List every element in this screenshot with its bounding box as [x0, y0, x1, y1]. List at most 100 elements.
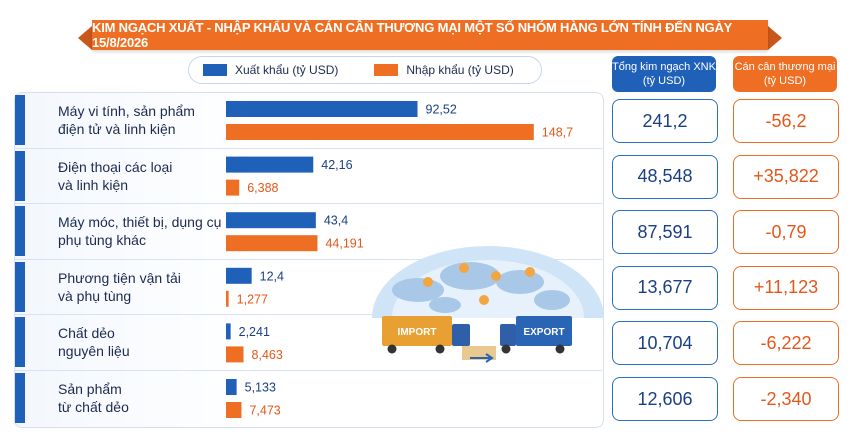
location-pin-icon [479, 295, 489, 305]
import-bar [226, 235, 318, 252]
category-label-line: Máy móc, thiết bị, dụng cụ [58, 214, 222, 231]
row-accent [15, 317, 25, 368]
export-truck-icon [516, 316, 572, 346]
import-data-label: 148,7 [542, 126, 573, 140]
continent-shape [534, 290, 570, 310]
trade-balance-value: +35,822 [733, 154, 839, 199]
import-bar [226, 290, 229, 307]
banner-ribbon-right [768, 26, 782, 50]
legend: Xuất khẩu (tỷ USD) Nhập khẩu (tỷ USD) [188, 56, 542, 84]
truck-wheel [555, 344, 565, 354]
export-data-label: 92,52 [426, 103, 457, 117]
total-trade-value: 241,2 [612, 99, 718, 143]
row-accent [15, 261, 25, 312]
row-separator [14, 370, 602, 371]
import-data-label: 8,463 [252, 348, 283, 362]
import-truck-cab [452, 324, 470, 346]
trade-balance-header-line1: Cán cân thương mại [734, 61, 836, 73]
row-separator [14, 203, 602, 205]
export-bar [226, 267, 252, 284]
category-label-line: điện tử và linh kiện [58, 121, 176, 137]
total-trade-header-line1: Tổng kim ngạch XNK [612, 61, 716, 73]
legend-export: Xuất khẩu (tỷ USD) [203, 63, 338, 77]
export-bar [226, 212, 316, 229]
trade-illustration: IMPORT EXPORT [372, 246, 604, 363]
total-trade-header: Tổng kim ngạch XNK (tỷ USD) [612, 56, 716, 92]
location-pin-icon [491, 271, 501, 281]
legend-export-label: Xuất khẩu (tỷ USD) [235, 63, 339, 77]
row-accent [15, 150, 25, 201]
category-label-line: phụ tùng khác [58, 232, 146, 249]
continent-shape [440, 262, 500, 290]
export-truck-cab [500, 324, 516, 346]
truck-wheel [387, 344, 397, 354]
location-pin-icon [525, 267, 535, 277]
export-data-label: 43,4 [324, 214, 348, 228]
legend-import: Nhập khẩu (tỷ USD) [374, 63, 514, 77]
cargo-box-icon [462, 346, 496, 360]
category-label-line: Điện thoại các loại [58, 158, 173, 175]
import-data-label: 6,388 [247, 181, 278, 195]
export-bar [226, 323, 231, 340]
export-data-label: 12,4 [260, 269, 284, 283]
trade-balance-value: -6,222 [733, 321, 839, 366]
import-bar [226, 179, 240, 196]
total-trade-value: 12,606 [612, 377, 718, 421]
continent-shape [429, 297, 461, 313]
trade-balance-header: Cán cân thương mại (tỷ USD) [733, 56, 837, 92]
row-accent [15, 206, 25, 257]
category-label: Máy móc, thiết bị, dụng cụ phụ tùng khác [58, 213, 228, 249]
category-label: Phương tiện vận tải và phụ tùng [58, 269, 228, 305]
continent-shape [496, 270, 544, 294]
trade-balance-value: +11,123 [733, 265, 839, 310]
export-data-label: 5,133 [245, 381, 276, 395]
category-label: Điện thoại các loại và linh kiện [58, 158, 228, 194]
export-bar [226, 156, 314, 173]
category-label-line: Chất dẻo [58, 325, 115, 342]
category-label-line: nguyên liệu [58, 343, 130, 360]
export-bar [226, 379, 237, 395]
category-label: Sản phẩm từ chất dẻo [58, 380, 228, 416]
import-data-label: 44,191 [325, 237, 363, 251]
legend-import-swatch [374, 64, 399, 76]
category-label-line: Phương tiện vận tải [58, 269, 181, 286]
import-bar [226, 124, 534, 140]
trade-balance-value: -56,2 [733, 99, 839, 143]
total-trade-value: 87,591 [612, 210, 718, 255]
legend-import-label: Nhập khẩu (tỷ USD) [406, 63, 514, 77]
category-label-line: từ chất dẻo [58, 399, 129, 415]
row-accent [15, 373, 25, 423]
import-truck-icon [382, 316, 452, 346]
bar-marks: 92,52 148,7 42,16 6,388 43,4 44,191 12,4 1,277 2… [226, 101, 573, 418]
total-trade-value: 48,548 [612, 154, 718, 199]
trade-balance-value: -2,340 [733, 377, 839, 421]
total-trade-value: 13,677 [612, 265, 718, 310]
truck-wheel [501, 344, 511, 354]
total-trade-header-line2: (tỷ USD) [642, 75, 686, 87]
arrow-icon [470, 353, 494, 363]
banner-ribbon-left [78, 26, 92, 50]
export-bar [226, 101, 418, 117]
category-label-line: Máy vi tính, sản phẩm [58, 103, 195, 119]
total-trade-value: 10,704 [612, 321, 718, 366]
row-accent [15, 95, 25, 145]
legend-export-swatch [203, 64, 227, 76]
location-pin-icon [459, 263, 469, 273]
import-bar [226, 402, 242, 418]
export-data-label: 42,16 [321, 158, 352, 172]
row-separator [14, 147, 602, 149]
import-data-label: 1,277 [237, 292, 268, 306]
truck-wheel [435, 344, 445, 354]
category-label-line: và linh kiện [58, 176, 129, 193]
location-pin-icon [423, 277, 433, 287]
category-label-line: Sản phẩm [58, 381, 122, 397]
row-separator [14, 314, 602, 316]
chart-title: KIM NGẠCH XUẤT - NHẬP KHẨU VÀ CÁN CÂN TH… [92, 20, 768, 50]
category-label: Chất dẻo nguyên liệu [58, 324, 228, 360]
category-label-line: và phụ tùng [58, 287, 132, 304]
import-bar [226, 346, 244, 363]
export-data-label: 2,241 [239, 325, 270, 339]
category-label: Máy vi tính, sản phẩm điện tử và linh kiệ… [58, 102, 228, 138]
import-data-label: 7,473 [249, 404, 280, 418]
